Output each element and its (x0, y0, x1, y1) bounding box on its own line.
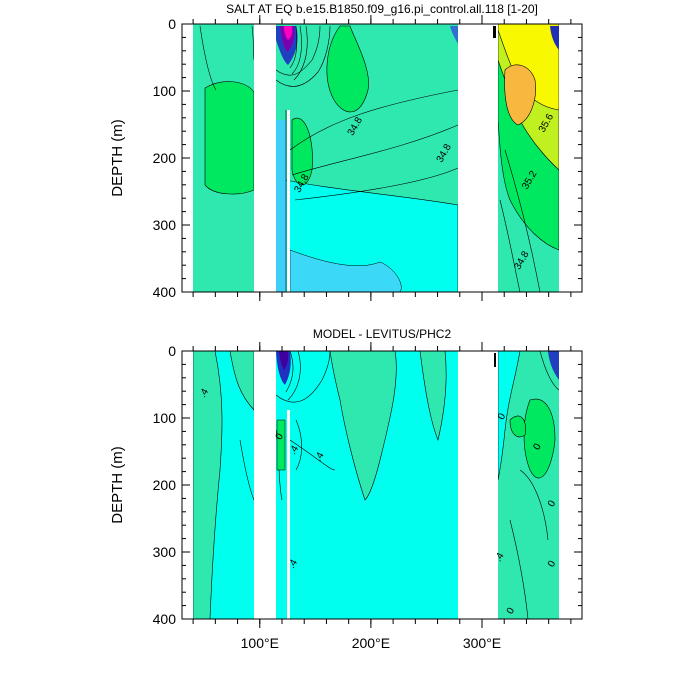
top-title: SALT AT EQ b.e15.B1850.f09_g16.pi_contro… (226, 2, 538, 16)
top-field (182, 24, 582, 292)
y-tick-label: 0 (168, 343, 176, 359)
bottom-land-2 (458, 351, 498, 619)
bottom-ylabel: DEPTH (m) (109, 446, 126, 524)
x-tick-label: 200°E (352, 635, 390, 651)
bottom-land-1 (254, 351, 276, 619)
top-region-central-green (326, 25, 369, 113)
x-tick-label: 100°E (241, 635, 279, 651)
y-tick-label: 200 (153, 150, 177, 166)
bottom-contour-label: 0 (505, 606, 518, 617)
panel-top: SALT AT EQ b.e15.B1850.f09_g16.pi_contro… (109, 2, 583, 301)
bottom-title: MODEL - LEVITUS/PHC2 (313, 327, 452, 341)
bottom-field (182, 351, 582, 619)
top-land-2 (458, 24, 498, 292)
panel-bottom: MODEL - LEVITUS/PHC2 (109, 327, 583, 651)
top-land-1 (254, 24, 276, 292)
bottom-contour-label: 0 (546, 498, 559, 509)
y-tick-label: 100 (153, 83, 177, 99)
bottom-contour-label: 0 (496, 411, 509, 422)
y-tick-label: 100 (153, 410, 177, 426)
bottom-contour-label: 0 (531, 441, 544, 452)
y-tick-label: 400 (153, 284, 177, 300)
top-axis-ticks: 0 100 200 300 400 (153, 15, 582, 301)
bottom-contour-label: 0 (274, 431, 287, 442)
x-tick-label: 300°E (463, 635, 501, 651)
y-tick-label: 0 (168, 16, 176, 32)
top-ylabel: DEPTH (m) (109, 119, 126, 197)
bottom-contour-label: 0 (546, 559, 559, 570)
top-region-west-blob (204, 81, 255, 195)
y-tick-label: 400 (153, 611, 177, 627)
y-tick-label: 300 (153, 544, 177, 560)
y-tick-label: 300 (153, 217, 177, 233)
bottom-axis-ticks: 0 100 200 300 400 100°E 200°E 300°E (153, 342, 582, 651)
y-tick-label: 200 (153, 477, 177, 493)
